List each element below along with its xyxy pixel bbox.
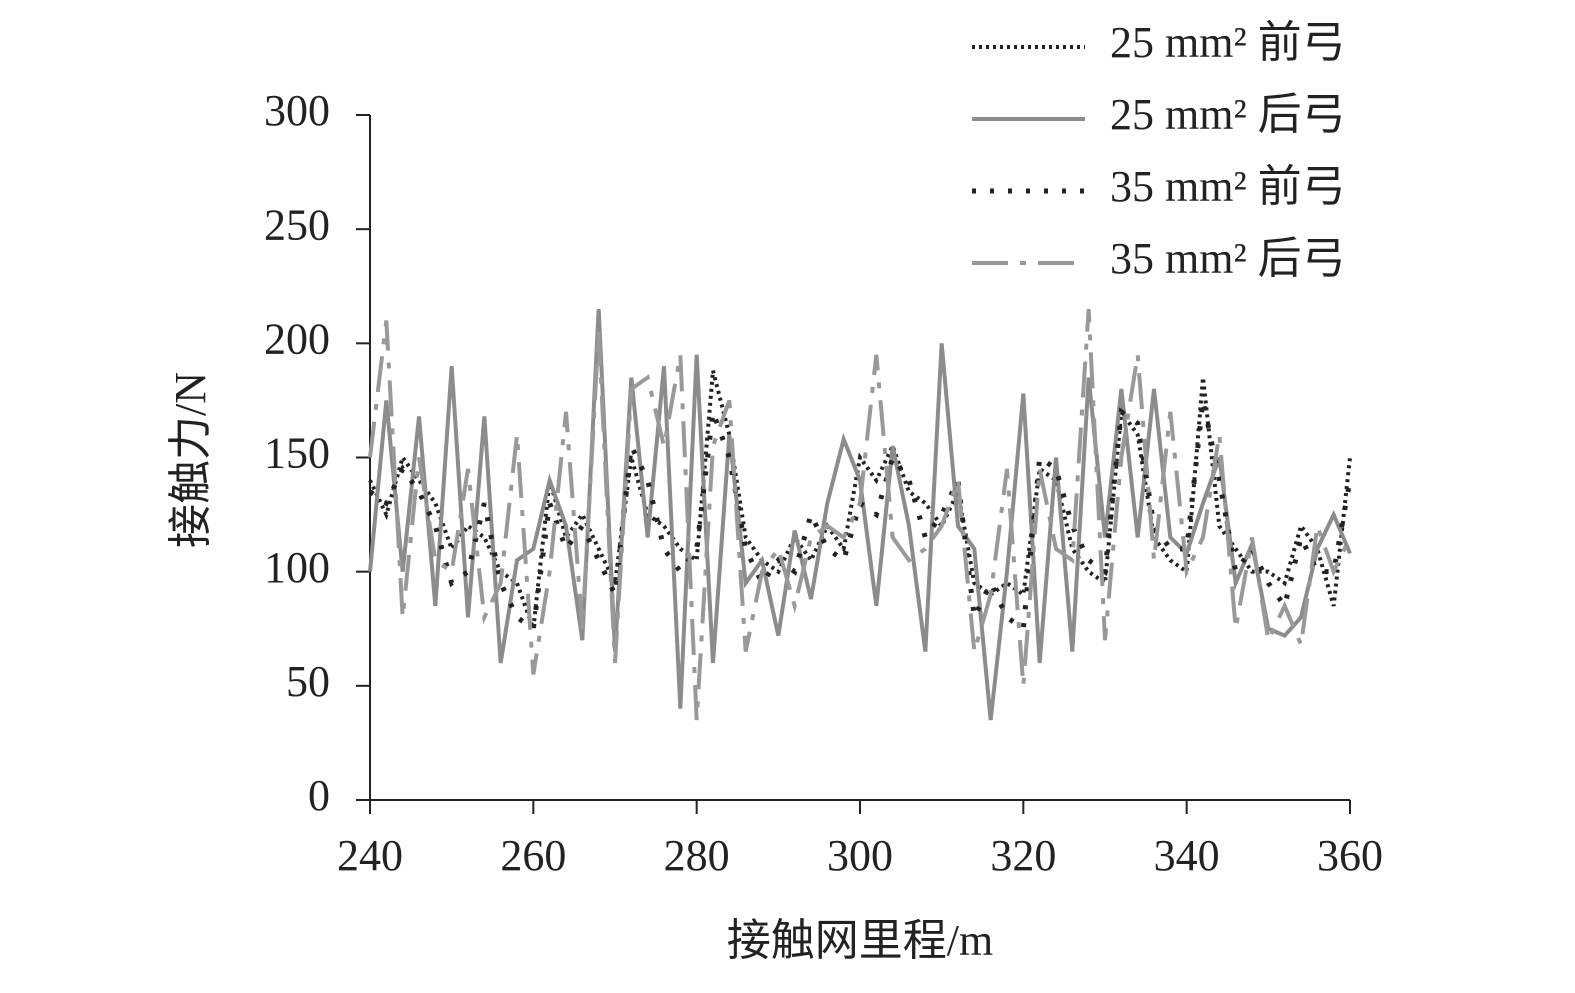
y-tick-label: 50: [286, 657, 330, 706]
y-tick-label: 250: [264, 200, 330, 249]
y-tick-label: 0: [308, 771, 330, 820]
y-tick-label: 300: [264, 86, 330, 135]
x-tick-label: 340: [1154, 831, 1220, 880]
legend-label: 25 mm² 后弓: [1110, 90, 1346, 139]
y-tick-label: 150: [264, 429, 330, 478]
x-tick-label: 280: [664, 831, 730, 880]
y-axis-title: 接触力/N: [166, 372, 215, 548]
x-tick-label: 240: [337, 831, 403, 880]
x-tick-label: 300: [827, 831, 893, 880]
x-tick-label: 320: [990, 831, 1056, 880]
series-line: [368, 399, 1353, 634]
series-line: [368, 308, 1352, 721]
legend-label: 25 mm² 前弓: [1110, 18, 1346, 67]
x-tick-label: 260: [500, 831, 566, 880]
series-line: [368, 370, 1352, 630]
x-axis-title: 接触网里程/m: [727, 916, 993, 965]
y-tick-label: 100: [264, 543, 330, 592]
y-tick-label: 200: [264, 314, 330, 363]
legend-label: 35 mm² 前弓: [1110, 162, 1346, 211]
x-tick-label: 360: [1317, 831, 1383, 880]
legend-label: 35 mm² 后弓: [1110, 234, 1346, 283]
series-line: [368, 308, 1352, 721]
